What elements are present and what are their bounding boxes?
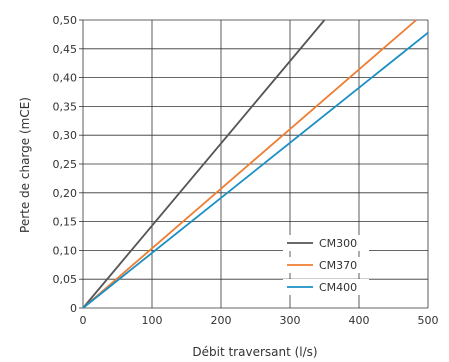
y-tick-label: 0,20 bbox=[53, 187, 78, 200]
x-tick-label: 400 bbox=[349, 314, 370, 327]
y-tick-label: 0,10 bbox=[53, 244, 78, 257]
x-tick-label: 500 bbox=[418, 314, 439, 327]
x-axis-label: Débit traversant (l/s) bbox=[192, 345, 317, 359]
y-tick-label: 0,45 bbox=[53, 43, 78, 56]
x-tick-label: 100 bbox=[142, 314, 163, 327]
series-line-cm300 bbox=[82, 19, 326, 309]
legend-background bbox=[283, 257, 369, 273]
series-lines bbox=[82, 19, 429, 309]
legend: CM300 CM370 CM400 bbox=[283, 235, 369, 295]
series-line-cm370 bbox=[82, 19, 417, 309]
series-line-cm400 bbox=[82, 31, 429, 309]
x-axis-ticks: 0 100 200 300 400 500 bbox=[80, 314, 439, 327]
y-tick-label: 0,40 bbox=[53, 72, 78, 85]
y-axis-label: Perte de charge (mCE) bbox=[18, 97, 32, 233]
y-tick-label: 0,25 bbox=[53, 158, 78, 171]
legend-label: CM370 bbox=[319, 259, 357, 272]
y-tick-label: 0,15 bbox=[53, 216, 78, 229]
legend-background bbox=[283, 235, 369, 251]
x-tick-label: 300 bbox=[280, 314, 301, 327]
y-tick-label: 0,35 bbox=[53, 100, 78, 113]
legend-label: CM400 bbox=[319, 281, 357, 294]
x-tick-label: 0 bbox=[80, 314, 87, 327]
grid bbox=[79, 19, 429, 309]
y-tick-label: 0,05 bbox=[53, 273, 78, 286]
legend-label: CM300 bbox=[319, 237, 357, 250]
y-axis-ticks: 0 0,05 0,10 0,15 0,20 0,25 0,30 0,35 0,40 0,45 0,5… bbox=[53, 14, 78, 315]
legend-background bbox=[283, 279, 369, 295]
y-tick-label: 0 bbox=[70, 302, 77, 315]
y-tick-label: 0,50 bbox=[53, 14, 78, 27]
y-tick-label: 0,30 bbox=[53, 129, 78, 142]
x-tick-label: 200 bbox=[211, 314, 232, 327]
